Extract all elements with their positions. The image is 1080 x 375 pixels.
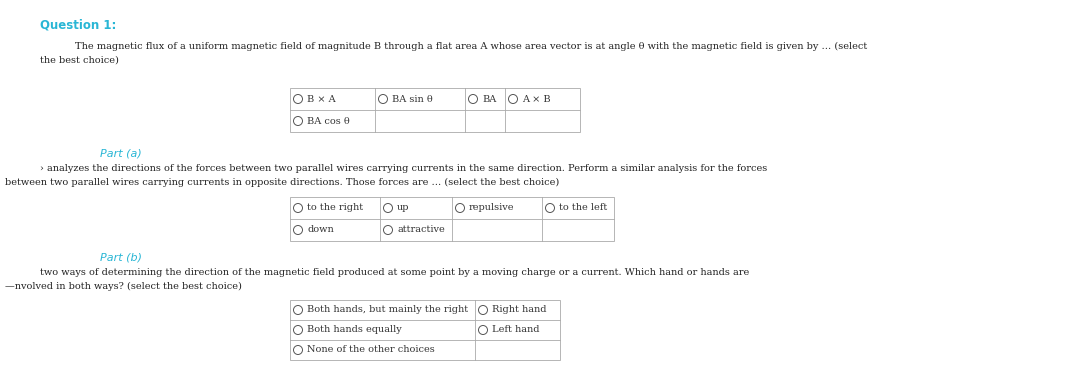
Text: attractive: attractive [397,225,445,234]
Text: BA cos θ: BA cos θ [307,117,350,126]
Text: Part (b): Part (b) [100,252,141,262]
FancyBboxPatch shape [291,300,561,360]
Text: Left hand: Left hand [492,326,540,334]
Text: B × A: B × A [307,94,336,104]
Text: two ways of determining the direction of the magnetic field produced at some poi: two ways of determining the direction of… [40,268,750,277]
Text: up: up [397,204,409,213]
Text: repulsive: repulsive [469,204,514,213]
Text: Right hand: Right hand [492,306,546,315]
Text: to the left: to the left [559,204,607,213]
Text: The magnetic flux of a uniform magnetic field of magnitude B through a flat area: The magnetic flux of a uniform magnetic … [75,42,867,51]
Text: › analyzes the directions of the forces between two parallel wires carrying curr: › analyzes the directions of the forces … [40,164,767,173]
Text: BA sin θ: BA sin θ [392,94,433,104]
Text: A × B: A × B [522,94,551,104]
Text: to the right: to the right [307,204,363,213]
Text: BA: BA [482,94,496,104]
Text: Part (a): Part (a) [100,148,141,158]
FancyBboxPatch shape [291,88,580,132]
Text: down: down [307,225,334,234]
Text: —nvolved in both ways? (select the best choice): —nvolved in both ways? (select the best … [5,282,242,291]
Text: Both hands, but mainly the right: Both hands, but mainly the right [307,306,468,315]
FancyBboxPatch shape [291,197,615,241]
Text: Question 1:: Question 1: [40,18,117,31]
Text: the best choice): the best choice) [40,56,119,65]
Text: Both hands equally: Both hands equally [307,326,402,334]
Text: between two parallel wires carrying currents in opposite directions. Those force: between two parallel wires carrying curr… [5,178,559,187]
Text: None of the other choices: None of the other choices [307,345,435,354]
